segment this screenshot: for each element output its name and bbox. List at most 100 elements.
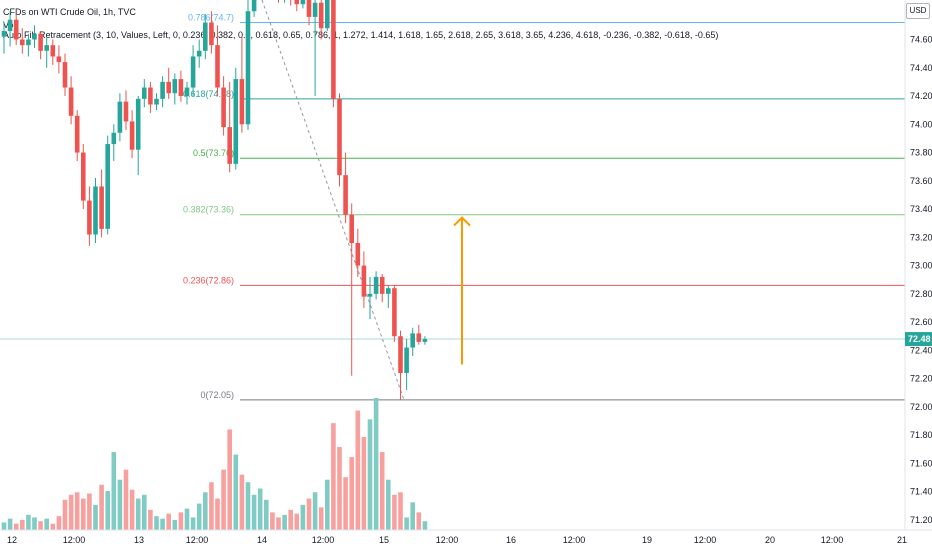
volume-bar [337, 447, 342, 530]
volume-bar [361, 436, 367, 530]
candle-body [7, 19, 13, 32]
candle-body [367, 293, 373, 297]
volume-bar [203, 492, 208, 530]
volume-bar [251, 494, 257, 530]
candle-body [410, 333, 415, 348]
volume-bar [331, 423, 336, 530]
candle-body [172, 79, 178, 94]
candle-body [160, 81, 165, 99]
time-tick-label: 12:00 [821, 535, 844, 545]
candle-body [209, 22, 214, 46]
volume-bar [105, 491, 110, 530]
volume-bar [349, 457, 354, 530]
volume-bar [282, 514, 287, 530]
candle-body [392, 288, 397, 337]
volume-bar [386, 479, 391, 530]
volume-bar [1, 522, 7, 530]
price-tick-label: 71.20 [910, 515, 932, 525]
volume-bar [26, 514, 31, 530]
volume-bar [227, 429, 232, 530]
volume-bar [68, 494, 74, 530]
candle-body [38, 33, 43, 51]
fib-trendline [261, 0, 405, 400]
price-tick-label: 74.00 [910, 119, 932, 129]
last-price-marker: 72.48 [0, 332, 932, 347]
candle-body [312, 2, 318, 17]
volume-bar [178, 512, 184, 530]
candle-body [386, 288, 391, 294]
candle-body [251, 0, 257, 12]
currency-badge[interactable]: USD [906, 3, 930, 19]
volume-bar [129, 489, 135, 530]
volume-bars [1, 398, 428, 530]
candle-body [203, 22, 208, 51]
volume-bar [166, 513, 171, 530]
time-tick-label: 12:00 [563, 535, 586, 545]
price-tick-label: 72.60 [910, 317, 932, 327]
price-tick-label: 73.80 [910, 148, 932, 158]
volume-bar [410, 502, 415, 530]
projection-arrow [453, 216, 471, 365]
candle-body [239, 79, 245, 125]
volume-bar [7, 518, 13, 530]
time-tick-label: 12:00 [186, 535, 209, 545]
candle-body [337, 98, 342, 176]
volume-bar [74, 492, 80, 530]
candle-body [404, 347, 409, 373]
volume-bar [38, 521, 43, 530]
candle-body [129, 121, 135, 150]
fib-level-label: 0.382(73.36) [183, 205, 234, 215]
volume-bar [276, 517, 281, 530]
time-tick-label: 13 [134, 535, 144, 545]
volume-bar [367, 419, 373, 530]
volume-bar [111, 452, 117, 530]
volume-bar [135, 498, 141, 530]
volume-bar [306, 498, 312, 530]
candle-body [178, 79, 184, 97]
candle-body [20, 39, 25, 46]
volume-bar [44, 518, 49, 530]
volume-bar [312, 492, 318, 530]
time-tick-label: 12:00 [63, 535, 86, 545]
candle-body [142, 87, 147, 99]
time-tick-label: 15 [379, 535, 389, 545]
candle-body [245, 11, 251, 125]
candle-body [44, 45, 49, 51]
candle-body [99, 186, 104, 229]
volume-bar [172, 519, 178, 530]
candle-body [26, 39, 31, 46]
time-tick-label: 14 [257, 535, 267, 545]
volume-bar [270, 512, 275, 530]
candle-body [361, 265, 367, 297]
time-tick-label: 16 [506, 535, 516, 545]
candle-body [123, 101, 129, 122]
candle-body [300, 0, 306, 5]
candle-body [117, 101, 123, 133]
candle-body [373, 276, 379, 294]
fib-level-label: 0.5(73.76) [193, 148, 234, 158]
candle-body [227, 127, 232, 164]
fib-level-label: 0(72.05) [200, 390, 234, 400]
fib-trend-line [261, 0, 405, 400]
price-tick-label: 71.80 [910, 430, 932, 440]
candle-body [13, 19, 19, 40]
volume-bar [99, 484, 104, 530]
volume-bar [123, 469, 129, 530]
candle-body [422, 339, 428, 342]
price-tick-label: 74.60 [910, 35, 932, 45]
volume-bar [318, 507, 324, 530]
candles [1, 0, 428, 400]
volume-bar [379, 452, 385, 530]
volume-bar [81, 498, 86, 530]
time-tick-label: 20 [765, 535, 775, 545]
price-tick-label: 72.80 [910, 289, 932, 299]
candle-body [111, 132, 117, 145]
candle-body [74, 115, 80, 153]
volume-bar [87, 493, 92, 530]
volume-bar [32, 517, 37, 530]
candle-body [318, 2, 324, 29]
candle-body [349, 214, 354, 243]
volume-bar [196, 503, 202, 530]
volume-bar [264, 499, 269, 530]
